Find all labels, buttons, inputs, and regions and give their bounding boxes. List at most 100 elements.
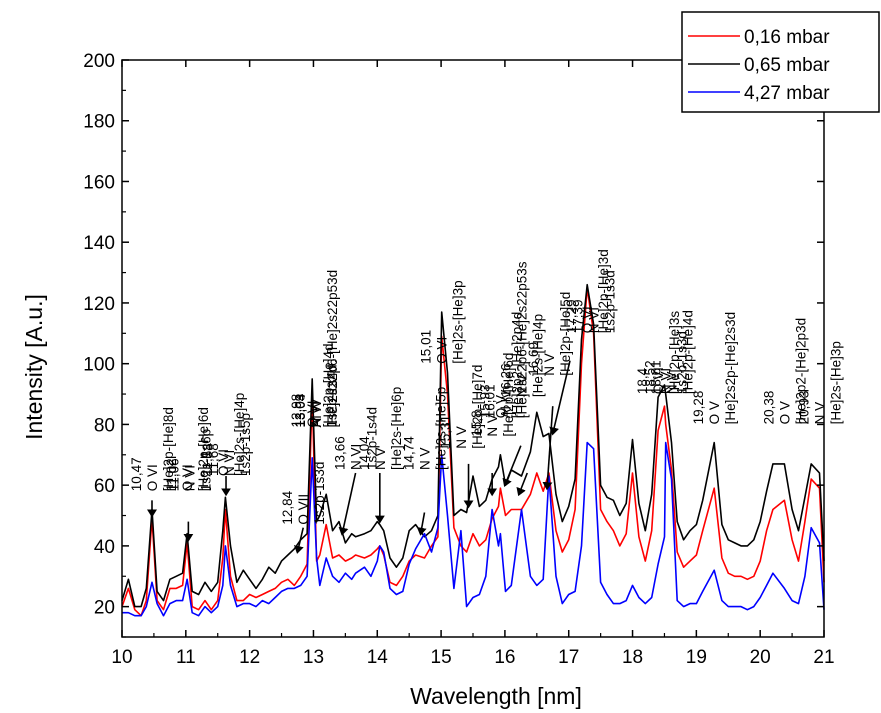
peak-annotation: 18,4 O VI [He]2p-[He]3s xyxy=(635,311,682,395)
peak-annotation-line: O VI xyxy=(305,400,320,427)
peak-annotation: 10,47 O VI [He]2p-[He]8d xyxy=(129,407,176,491)
x-axis-title: Wavelength [nm] xyxy=(410,683,582,709)
peak-annotation-line: Al IV xyxy=(309,399,324,428)
peak-annotation-line: Al IV xyxy=(499,390,514,419)
peak-annotation-line: N VI xyxy=(659,368,674,394)
peak-annotation-line: N V xyxy=(454,426,469,449)
peak-annotation-line: O VI xyxy=(180,464,195,491)
peak-annotation-line: 13,04 xyxy=(293,393,308,427)
peak-annotation: 18,52 N VI 1s2p-1s3d xyxy=(643,331,690,394)
peak-annotation: 13,66 N VI 1s2p-1s4d xyxy=(333,407,380,470)
peak-annotation-line: 16,01 xyxy=(483,385,498,419)
peak-annotation-line: N V xyxy=(813,402,828,425)
x-tick-label: 21 xyxy=(813,647,834,668)
peak-annotation-line: [He]2p-[He]3s xyxy=(667,311,682,395)
peak-annotation-line: O V xyxy=(707,401,722,424)
peak-annotation-line: [He]2s-[He]6p xyxy=(389,387,404,470)
peak-annotation-line: 12,84 xyxy=(280,490,295,524)
peak-annotation-line: 1s2p-1s4d xyxy=(324,364,339,427)
peak-annotation: 16,01 Al IV [He]2s22p6-[He]2s22p53s xyxy=(483,261,530,418)
peak-annotation-line: 16,26 xyxy=(499,363,514,397)
peak-annotation-line: [He]2p-[He]3d xyxy=(596,249,611,333)
peak-annotation: 20,38 O V [He]2p2-[He]2p3d xyxy=(761,318,808,425)
peak-annotation: 17,29 O VI [He]2p-[He]3d xyxy=(564,249,611,333)
x-tick-label: 18 xyxy=(622,647,643,668)
peak-annotation-line: 13,03 xyxy=(292,394,307,428)
peak-annotation-line: N VI xyxy=(222,450,237,476)
peak-annotation-line: 11,68 xyxy=(206,443,221,476)
y-tick-label: 20 xyxy=(94,598,115,619)
peak-annotation: 17,39 N VI 1s2p-1s3d xyxy=(571,270,618,333)
peak-annotation-line: 15,01 xyxy=(419,330,434,364)
legend-box xyxy=(681,11,880,113)
peak-annotation-line: [He]2s-[He]4p xyxy=(531,314,546,397)
peak-annotation: 19,28 O V [He]2s2p-[He]2s3d xyxy=(691,312,738,425)
annotation-arrow xyxy=(516,472,528,497)
peak-annotation-line: 15,31 xyxy=(438,415,453,449)
y-tick-label: 200 xyxy=(83,51,115,72)
peak-annotation-line: [He]2p-[He]6d xyxy=(196,407,211,491)
peak-annotation-line: 17,29 xyxy=(564,300,579,334)
peak-annotation: 11,68 N VI 1s2p-1s5p xyxy=(206,413,253,476)
y-axis-title: Intensity [A.u.] xyxy=(21,294,47,440)
legend: 0,16 mbar 0,65 mbar 4,27 mbar xyxy=(681,11,880,113)
peak-annotation-line: N V xyxy=(665,372,680,395)
peak-annotation-line: [He]2p-[He]7d xyxy=(470,365,485,449)
peak-annotation-line: [He]2s22p6-[He]2s22p53s xyxy=(515,261,530,418)
peak-annotation-line: [He]2p2-[He]2p3d xyxy=(793,318,808,425)
annotation-arrow xyxy=(549,360,571,436)
peak-annotation: 18,61 N V [He]2p-[He]4d xyxy=(649,310,696,394)
peak-annotation-line: 18,4 xyxy=(635,367,650,394)
x-tick-label: 17 xyxy=(558,647,579,668)
x-tick-label: 14 xyxy=(367,647,389,668)
peak-annotation-line: N VI xyxy=(183,465,198,491)
x-tick-label: 19 xyxy=(686,647,707,668)
peak-annotation-line: [He]2p2-[He]2p4d xyxy=(509,312,524,419)
peak-annotation-line: N V xyxy=(373,447,388,470)
peak-annotation-line: N V xyxy=(515,375,530,398)
peak-annotation-line: 11,06 xyxy=(167,458,182,491)
x-tick-label: 16 xyxy=(494,647,515,668)
peak-annotation-line: O VI xyxy=(145,464,160,491)
peak-annotation: 16,69 N V [He]2p-[He]5d xyxy=(526,292,573,376)
peak-annotation-line: 15,93 xyxy=(477,385,492,419)
peak-annotation: 15,93 O V [He]2p2-[He]2p4d xyxy=(477,312,524,419)
peak-annotation-line: O V xyxy=(493,395,508,418)
peak-annotation-line: 1s2p-1s3d xyxy=(312,462,327,525)
peak-annotation: 12,84 O VII 1s2p-1s3d xyxy=(280,462,327,525)
peak-annotation: 15,01 O VI [He]2s-[He]3p xyxy=(419,280,466,363)
peak-annotation-line: 19,28 xyxy=(691,391,706,425)
peak-annotation-line: N VI xyxy=(349,444,364,470)
peak-annotation-line: [He]2p-[He]6d xyxy=(501,353,516,437)
peak-annotation-line: 12,98 xyxy=(289,394,304,428)
peak-annotation-line: 14,74 xyxy=(402,436,417,470)
series-line-1 xyxy=(121,283,825,608)
peak-annotation: 20,93 N V [He]2s-[He]3p xyxy=(797,341,844,424)
annotation-arrow xyxy=(542,406,554,491)
peak-annotation: 14,04 N V [He]2s-[He]6p xyxy=(357,387,404,470)
y-tick-label: 60 xyxy=(94,476,115,497)
peak-annotation-line: [He]2s-[He]5p xyxy=(434,387,449,470)
peak-annotation-line: O VI xyxy=(216,449,231,476)
peak-annotation-line: 1s2p-1s3d xyxy=(603,270,618,333)
series-line-2 xyxy=(122,441,825,617)
series-group xyxy=(121,283,825,617)
peak-annotation-line: [He]2s2p-[He]2s3d xyxy=(723,312,738,425)
peak-annotation: 13,04 Al IV [He]2s22p6-[He]2s22p53d xyxy=(293,270,340,428)
peak-annotation-line: N V xyxy=(542,353,557,376)
x-tick-label: 15 xyxy=(431,647,452,668)
peak-annotation-line: 11,58 xyxy=(200,443,215,476)
peak-annotation-line: 17,39 xyxy=(571,300,586,334)
y-tick-label: 80 xyxy=(94,415,115,436)
peak-annotation-line: O V xyxy=(777,401,792,424)
peak-annotation-line: 11,02 xyxy=(164,458,179,491)
y-tick-label: 40 xyxy=(94,537,115,558)
peak-annotation-line: 18,52 xyxy=(643,360,658,394)
annotation-arrow xyxy=(294,527,305,554)
peak-annotation-line: O VI xyxy=(580,306,595,333)
peak-annotation-line: N VI xyxy=(308,401,323,427)
annotation-arrow xyxy=(338,472,357,536)
series-line-0 xyxy=(121,287,825,617)
